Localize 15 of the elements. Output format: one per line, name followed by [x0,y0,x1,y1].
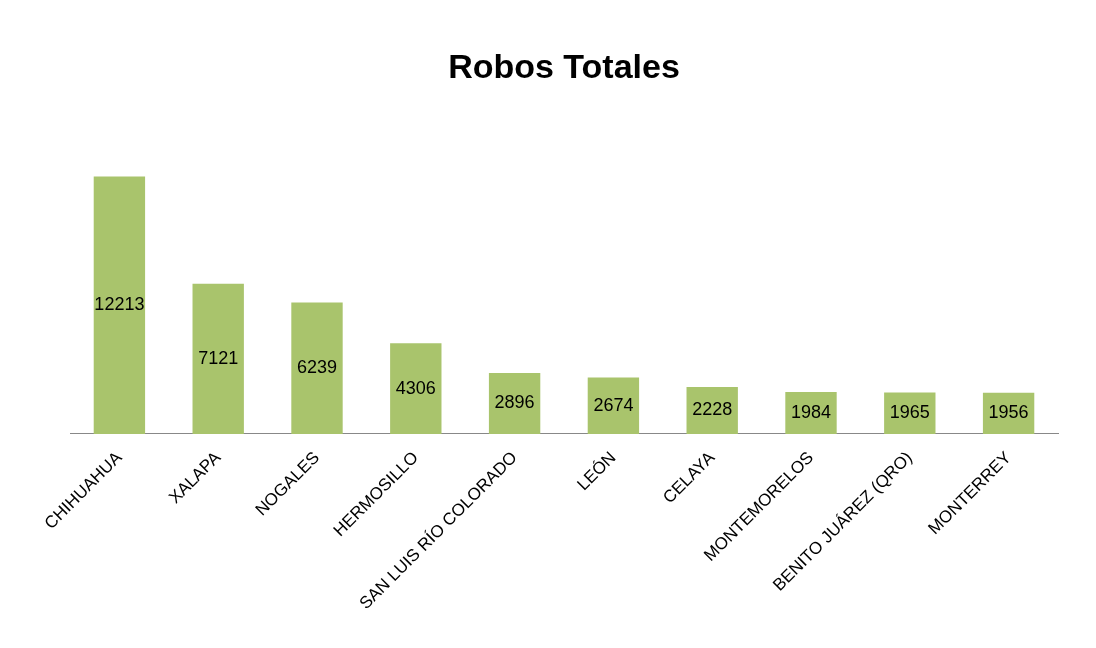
data-label: 7121 [198,347,239,368]
bar [192,283,244,434]
data-label: 4306 [395,377,436,398]
data-label: 2228 [692,399,733,420]
data-label: 1984 [790,402,832,422]
data-label: 2896 [494,392,535,413]
data-label: 12213 [94,294,145,315]
data-label: 1965 [889,402,930,423]
data-label: 6239 [296,357,338,378]
data-label: 1956 [988,402,1029,423]
bar [291,302,343,434]
bar [390,343,442,434]
chart-title: Robos Totales [448,46,680,85]
data-label: 2674 [593,394,634,415]
bar [93,176,146,434]
